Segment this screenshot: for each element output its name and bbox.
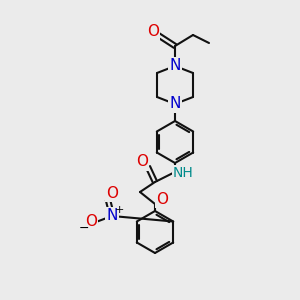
- Text: +: +: [114, 205, 124, 215]
- Text: N: N: [169, 58, 181, 74]
- Text: O: O: [85, 214, 97, 230]
- Text: O: O: [136, 154, 148, 169]
- Text: N: N: [106, 208, 118, 224]
- Text: −: −: [79, 221, 89, 235]
- Text: N: N: [169, 97, 181, 112]
- Text: O: O: [156, 191, 168, 206]
- Text: NH: NH: [172, 166, 194, 180]
- Text: O: O: [106, 185, 118, 200]
- Text: O: O: [147, 25, 159, 40]
